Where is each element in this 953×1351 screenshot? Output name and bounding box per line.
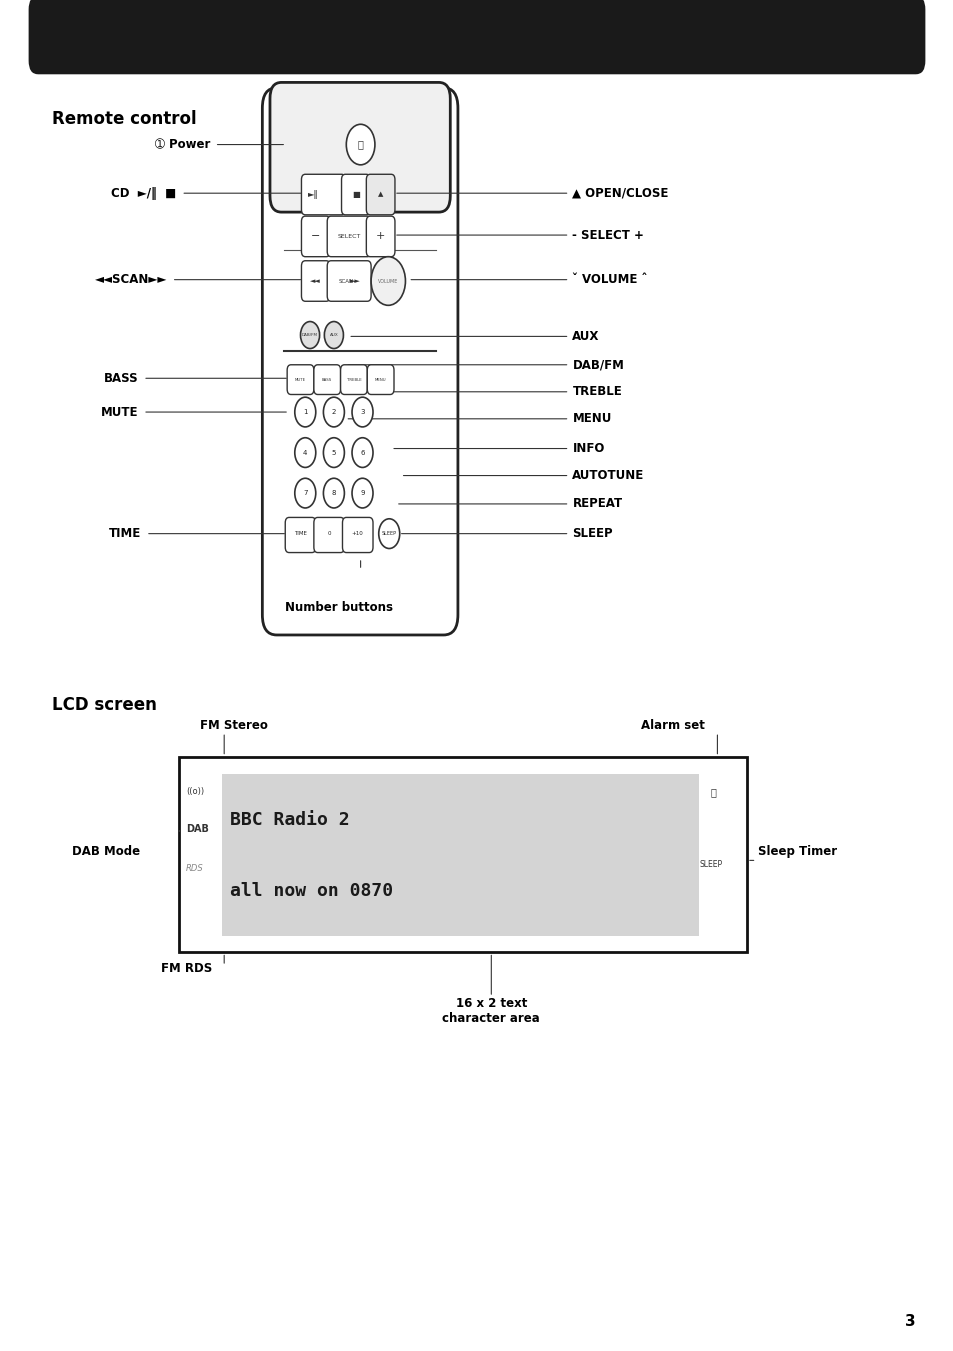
Text: ˇ VOLUME ˆ: ˇ VOLUME ˆ bbox=[572, 273, 647, 286]
Text: FM Stereo: FM Stereo bbox=[199, 719, 268, 732]
Text: AUX: AUX bbox=[572, 330, 599, 343]
Text: +10: +10 bbox=[352, 531, 363, 536]
Circle shape bbox=[378, 519, 399, 549]
FancyBboxPatch shape bbox=[301, 174, 345, 215]
Text: SELECT: SELECT bbox=[337, 234, 360, 239]
Text: ◄◄SCAN►►: ◄◄SCAN►► bbox=[94, 273, 167, 286]
Text: MENU: MENU bbox=[375, 378, 386, 381]
FancyBboxPatch shape bbox=[287, 365, 314, 394]
FancyBboxPatch shape bbox=[285, 517, 315, 553]
FancyBboxPatch shape bbox=[341, 174, 370, 215]
Circle shape bbox=[294, 478, 315, 508]
FancyBboxPatch shape bbox=[327, 261, 371, 301]
FancyBboxPatch shape bbox=[342, 517, 373, 553]
Text: FM RDS: FM RDS bbox=[160, 962, 212, 975]
FancyBboxPatch shape bbox=[301, 261, 330, 301]
Text: DAB/FM: DAB/FM bbox=[302, 334, 317, 336]
Text: SLEEP: SLEEP bbox=[572, 527, 613, 540]
Circle shape bbox=[352, 478, 373, 508]
Text: 2: 2 bbox=[332, 409, 335, 415]
Text: 3: 3 bbox=[904, 1313, 915, 1329]
FancyBboxPatch shape bbox=[327, 216, 371, 257]
Text: 4: 4 bbox=[303, 450, 307, 455]
Text: VOLUME: VOLUME bbox=[377, 278, 398, 284]
FancyBboxPatch shape bbox=[366, 174, 395, 215]
Circle shape bbox=[300, 322, 319, 349]
FancyBboxPatch shape bbox=[29, 0, 924, 74]
FancyBboxPatch shape bbox=[314, 517, 344, 553]
FancyBboxPatch shape bbox=[366, 216, 395, 257]
Circle shape bbox=[352, 397, 373, 427]
Text: MUTE: MUTE bbox=[294, 378, 306, 381]
FancyBboxPatch shape bbox=[367, 365, 394, 394]
Text: CD  ►/‖  ■: CD ►/‖ ■ bbox=[112, 186, 176, 200]
Text: 8: 8 bbox=[332, 490, 335, 496]
Text: DAB: DAB bbox=[186, 824, 209, 834]
Circle shape bbox=[352, 438, 373, 467]
Text: DAB/FM: DAB/FM bbox=[572, 358, 623, 372]
Text: MUTE: MUTE bbox=[101, 405, 138, 419]
Text: 0: 0 bbox=[327, 531, 331, 536]
Text: ➀ Power: ➀ Power bbox=[154, 138, 210, 151]
Text: 16 x 2 text
character area: 16 x 2 text character area bbox=[442, 997, 539, 1025]
Text: Alarm set: Alarm set bbox=[640, 719, 703, 732]
Text: Number buttons: Number buttons bbox=[284, 601, 393, 615]
Text: 5: 5 bbox=[332, 450, 335, 455]
Text: ((o)): ((o)) bbox=[186, 788, 204, 796]
Text: - SELECT +: - SELECT + bbox=[572, 228, 643, 242]
Text: TIME: TIME bbox=[109, 527, 141, 540]
Text: SLEEP: SLEEP bbox=[381, 531, 396, 536]
Text: −: − bbox=[311, 231, 320, 242]
FancyBboxPatch shape bbox=[301, 216, 330, 257]
Text: TIME: TIME bbox=[294, 531, 307, 536]
Text: INFO: INFO bbox=[572, 442, 604, 455]
Circle shape bbox=[323, 478, 344, 508]
Text: MENU: MENU bbox=[572, 412, 611, 426]
Text: 1: 1 bbox=[303, 409, 307, 415]
Text: ►►: ►► bbox=[350, 278, 361, 284]
Text: ◄◄: ◄◄ bbox=[310, 278, 321, 284]
Text: ▲ OPEN/CLOSE: ▲ OPEN/CLOSE bbox=[572, 186, 668, 200]
Text: ■: ■ bbox=[352, 190, 359, 199]
FancyBboxPatch shape bbox=[262, 88, 457, 635]
Text: 3: 3 bbox=[360, 409, 364, 415]
Text: 7: 7 bbox=[303, 490, 307, 496]
Text: TREBLE: TREBLE bbox=[346, 378, 361, 381]
Text: BBC Radio 2: BBC Radio 2 bbox=[230, 811, 349, 828]
FancyBboxPatch shape bbox=[270, 82, 450, 212]
Text: +: + bbox=[375, 231, 385, 242]
Text: ►‖: ►‖ bbox=[308, 190, 318, 199]
Circle shape bbox=[324, 322, 343, 349]
Text: BASS: BASS bbox=[322, 378, 332, 381]
Circle shape bbox=[294, 397, 315, 427]
Text: SCAN: SCAN bbox=[338, 278, 354, 284]
Text: AUTOTUNE: AUTOTUNE bbox=[572, 469, 644, 482]
Text: REPEAT: REPEAT bbox=[572, 497, 622, 511]
Circle shape bbox=[323, 438, 344, 467]
Circle shape bbox=[294, 438, 315, 467]
Text: BASS: BASS bbox=[104, 372, 138, 385]
Text: SLEEP: SLEEP bbox=[699, 859, 721, 869]
Circle shape bbox=[346, 124, 375, 165]
Text: 9: 9 bbox=[360, 490, 364, 496]
Text: Remote control: Remote control bbox=[52, 109, 197, 128]
Text: ⏰: ⏰ bbox=[710, 786, 716, 797]
FancyBboxPatch shape bbox=[314, 365, 340, 394]
Text: LCD screen: LCD screen bbox=[52, 696, 157, 715]
FancyBboxPatch shape bbox=[340, 365, 367, 394]
Bar bbox=[222, 774, 699, 936]
Text: TREBLE: TREBLE bbox=[572, 385, 621, 399]
Text: 6: 6 bbox=[360, 450, 364, 455]
Circle shape bbox=[371, 257, 405, 305]
Text: RDS: RDS bbox=[186, 863, 204, 873]
Text: DAB Mode: DAB Mode bbox=[71, 844, 139, 858]
Text: AUX: AUX bbox=[329, 334, 338, 336]
Text: Sleep Timer: Sleep Timer bbox=[758, 844, 837, 858]
Bar bbox=[179, 757, 746, 952]
Text: ⏻: ⏻ bbox=[357, 139, 363, 150]
Text: ▲: ▲ bbox=[377, 192, 383, 197]
Circle shape bbox=[323, 397, 344, 427]
Text: all now on 0870: all now on 0870 bbox=[230, 882, 393, 900]
